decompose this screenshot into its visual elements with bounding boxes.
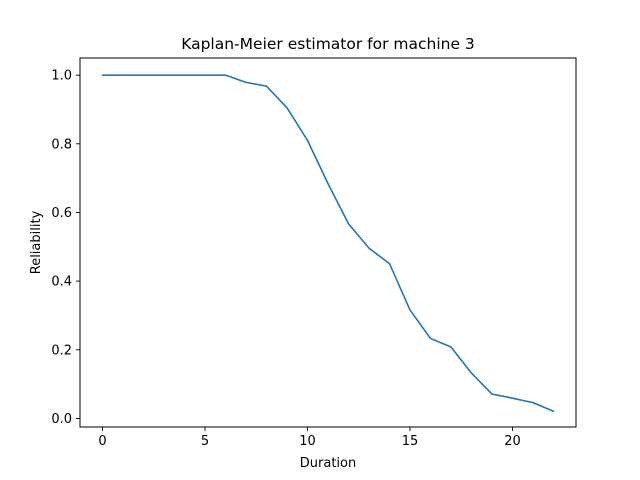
axes-frame (79, 57, 577, 428)
y-tick-label: 0.4 (51, 275, 72, 290)
y-axis-label: Reliability (29, 210, 44, 274)
y-tick-label: 0.2 (51, 343, 72, 358)
series-line-0 (101, 74, 555, 413)
x-tick-label: 10 (299, 434, 316, 449)
x-tick-label: 0 (98, 434, 106, 449)
x-tick-label: 20 (504, 434, 521, 449)
chart-title: Kaplan-Meier estimator for machine 3 (181, 35, 475, 53)
y-tick-label: 0.6 (51, 206, 72, 221)
x-tick-label: 15 (402, 434, 419, 449)
plot-area (101, 74, 555, 413)
x-axis: 0 5 10 15 20 (98, 427, 521, 449)
y-tick-label: 0.8 (51, 137, 72, 152)
y-tick-label: 1.0 (51, 69, 72, 84)
y-tick-label: 0.0 (51, 412, 72, 427)
x-tick-label: 5 (201, 434, 209, 449)
y-axis: 0.0 0.2 0.4 0.6 0.8 1.0 (51, 69, 80, 427)
x-axis-label: Duration (300, 456, 356, 471)
